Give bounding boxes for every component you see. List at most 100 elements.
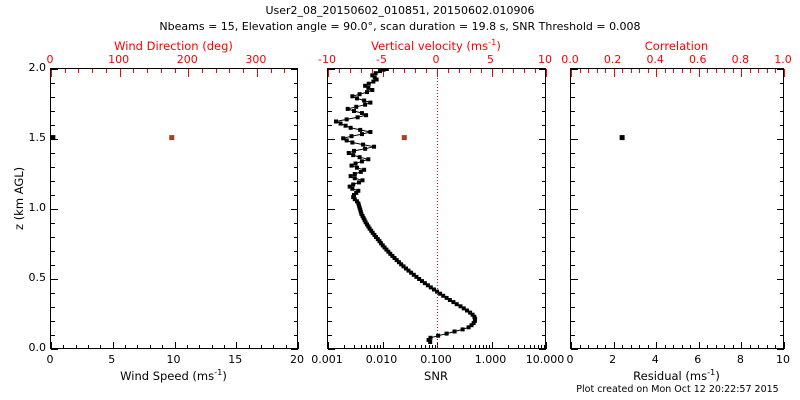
data-point-snr: [354, 199, 359, 204]
data-point-snr: [350, 94, 355, 99]
data-point-snr: [451, 300, 456, 305]
data-point-snr: [350, 140, 355, 145]
panel-residual-top-tick-label: 0.6: [689, 53, 707, 66]
data-point-snr: [414, 274, 419, 279]
data-point-snr: [379, 241, 384, 246]
data-point-snr: [361, 142, 366, 147]
data-point-snr: [426, 337, 431, 342]
panel-residual-bottom-tick-label: 10: [776, 353, 790, 366]
panel-residual-bottom-tick-label: 0: [566, 353, 574, 366]
panel-residual-top-tick-label: 0.8: [731, 53, 750, 66]
data-point-snr: [369, 228, 374, 233]
data-point-snr: [361, 216, 366, 221]
data-point-snr: [352, 172, 357, 176]
y-tick-label: 2.0: [28, 61, 47, 74]
panel-residual-top-tick-label: 0.2: [603, 53, 622, 66]
panel-wind[interactable]: [50, 68, 299, 350]
data-point-snr: [390, 253, 395, 258]
panel-residual-top-axis-label: Correlation: [644, 39, 709, 53]
data-point-snr: [473, 316, 478, 321]
panel-snr-top-tick-label: 0: [432, 53, 440, 66]
data-point-snr: [357, 92, 362, 97]
data-point-snr: [381, 69, 386, 72]
panel-wind-bottom-tick-label: 15: [228, 353, 243, 366]
data-point-snr: [343, 123, 348, 128]
data-point-snr: [356, 188, 361, 193]
panel-snr-top-tick-label: -5: [376, 53, 387, 66]
panel-residual-bottom-tick-label: 8: [736, 353, 744, 366]
data-point-snr: [464, 308, 469, 313]
data-point-snr: [428, 285, 433, 290]
panel-wind-drawing: [51, 69, 299, 350]
data-point-snr: [359, 111, 364, 116]
data-point-snr: [372, 75, 377, 80]
data-point-snr: [350, 186, 355, 191]
data-point-snr: [411, 272, 416, 277]
data-point-snr: [371, 79, 376, 84]
data-point-snr: [354, 165, 359, 170]
data-point-snr: [347, 184, 352, 189]
data-point-snr: [358, 207, 363, 212]
data-point-snr: [417, 277, 422, 281]
panel-snr-bottom-tick-label: 0.010: [365, 353, 398, 366]
data-point-snr: [472, 319, 477, 323]
data-point-snr: [344, 138, 349, 143]
plot-created-note: Plot created on Mon Oct 12 20:22:57 2015: [576, 384, 779, 395]
panel-residual-bottom-tick-label: 4: [651, 353, 659, 366]
data-point-snr: [358, 169, 363, 174]
y-tick-label: 1.0: [28, 201, 47, 214]
data-point-snr: [435, 289, 439, 294]
data-point-snr: [368, 130, 373, 134]
panel-wind-top-tick-label: 0: [46, 53, 54, 66]
y-tick-label: 0.5: [28, 271, 47, 284]
page-title: User2_08_20150602_010851, 20150602.01090…: [265, 4, 535, 17]
panel-snr[interactable]: [327, 68, 547, 350]
data-point-snr: [438, 291, 443, 296]
data-point-snr: [349, 134, 354, 139]
data-point-snr: [399, 262, 404, 267]
data-point-snr: [368, 100, 373, 105]
data-point-snr: [428, 335, 433, 340]
data-point-snr: [351, 195, 356, 200]
data-point-snr: [362, 167, 367, 172]
panel-wind-top-tick-label: 300: [245, 53, 267, 66]
data-point-snr: [425, 283, 430, 288]
data-point-snr: [351, 182, 356, 187]
data-point-vertical-velocity: [401, 135, 407, 141]
y-tick-label: 0.0: [28, 341, 47, 354]
data-point-snr: [338, 121, 343, 126]
data-point-snr: [470, 312, 475, 317]
data-point-snr: [348, 174, 353, 179]
data-point-snr: [352, 148, 356, 153]
data-point-snr: [346, 151, 351, 155]
data-point-snr: [472, 314, 477, 319]
data-point-snr: [354, 190, 359, 195]
panel-residual-drawing: [571, 69, 785, 350]
data-point-snr: [353, 161, 358, 166]
data-point-snr: [367, 226, 372, 231]
data-point-snr: [401, 264, 406, 269]
data-point-snr: [471, 321, 476, 326]
data-point-snr: [447, 298, 452, 302]
data-point-snr: [359, 132, 364, 137]
data-point-snr: [458, 304, 463, 309]
data-point-snr: [363, 102, 368, 107]
data-point-snr: [365, 222, 370, 227]
y-tick-label: 1.5: [28, 131, 47, 144]
data-point-snr: [392, 256, 397, 260]
data-point-snr: [356, 180, 361, 185]
data-point-snr: [364, 113, 369, 118]
panel-residual[interactable]: [570, 68, 785, 350]
data-point-snr: [366, 224, 371, 229]
data-point-snr: [360, 178, 365, 183]
data-point-snr: [372, 232, 377, 237]
data-point-snr: [444, 331, 449, 336]
panel-snr-bottom-tick-label: 1.000: [474, 353, 507, 366]
panel-residual-bottom-tick-label: 6: [694, 353, 702, 366]
data-point-snr: [348, 125, 353, 130]
data-point-snr: [377, 239, 382, 244]
data-point-snr: [382, 245, 387, 250]
data-point-snr: [454, 302, 459, 307]
data-point-snr: [354, 104, 359, 109]
